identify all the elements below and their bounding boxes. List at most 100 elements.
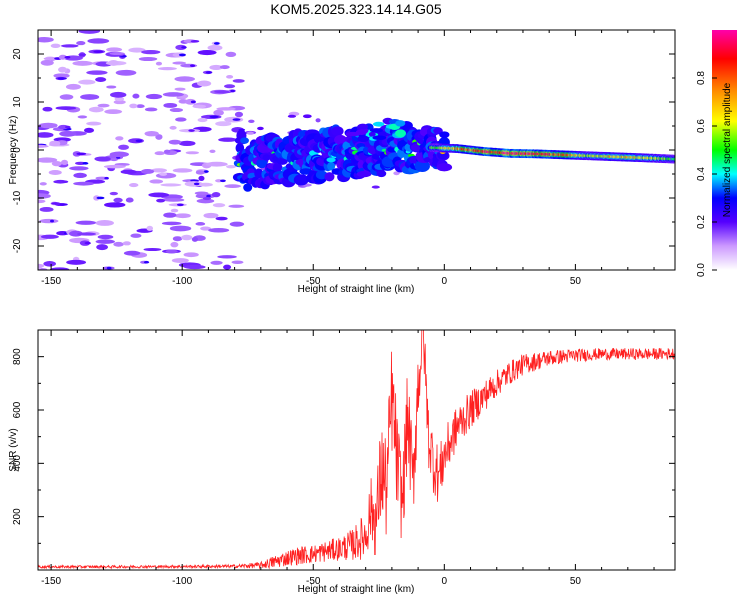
- spectrogram-cell: [192, 104, 207, 109]
- spectrogram-cell: [123, 250, 141, 256]
- spectrogram-cell: [141, 50, 161, 55]
- spectrogram-cell: [254, 168, 264, 179]
- spectrogram-cell: [368, 131, 376, 137]
- spectrogram-cell: [143, 260, 150, 264]
- spectrogram-cell: [185, 98, 196, 105]
- spectrogram-cell: [66, 259, 87, 265]
- spectrogram-cell: [39, 182, 47, 186]
- spectrogram-cell: [262, 154, 271, 161]
- spectrogram-cell: [324, 172, 335, 182]
- spectrogram-cell: [220, 179, 226, 183]
- spectrogram-cell: [57, 77, 67, 80]
- spectrogram-cell: [205, 161, 228, 167]
- spectrogram-cell: [69, 230, 83, 237]
- spectrogram-cell: [109, 191, 118, 196]
- spectrogram-cell: [165, 249, 178, 254]
- spectrogram-cell: [96, 244, 108, 251]
- spectrogram-cell: [326, 157, 336, 163]
- spectrogram-cell: [232, 118, 241, 121]
- spectrogram-cell: [209, 149, 216, 153]
- spectrogram-cell: [38, 144, 49, 148]
- figure-title: KOM5.2025.323.14.14.G05: [270, 1, 441, 17]
- spectrogram-cell: [215, 216, 228, 221]
- spectrogram-cell: [118, 144, 129, 150]
- spectrogram-cell: [104, 176, 109, 180]
- spectrogram-cell: [223, 84, 236, 89]
- spectrogram-cell: [215, 179, 223, 183]
- spectrogram-cell: [302, 114, 312, 119]
- spectrogram-cell: [39, 207, 54, 212]
- spectrogram-cell: [38, 36, 54, 43]
- spectrogram-cell: [210, 260, 223, 265]
- spectrogram-x-label: Height of straight line (km): [298, 284, 415, 295]
- spectrogram-cell: [197, 50, 217, 56]
- snr-frame: [37, 329, 676, 571]
- spectrogram-x-tick-label: 0: [442, 276, 448, 287]
- colorbar-tick-label: 0.0: [696, 263, 707, 277]
- spectrogram-cell: [207, 44, 223, 51]
- spectrogram-cell: [198, 175, 205, 181]
- spectrogram-cell: [174, 87, 186, 91]
- spectrogram-cell: [58, 54, 67, 60]
- spectrogram-cell: [128, 47, 146, 53]
- spectrogram-cell: [113, 197, 123, 203]
- spectrogram-cell: [39, 218, 59, 224]
- spectrogram-cell: [174, 76, 196, 82]
- spectrogram-x-tick-label: -150: [41, 276, 61, 287]
- spectrogram-y-tick-label: 0: [12, 147, 23, 153]
- spectrogram-cell: [193, 182, 200, 186]
- spectrogram-cell: [256, 158, 268, 169]
- spectrogram-cell: [372, 121, 385, 127]
- spectrogram-cell: [175, 44, 187, 50]
- colorbar-tick-label: 0.4: [696, 167, 707, 181]
- spectrogram-cell: [200, 226, 212, 231]
- spectrogram-cell: [58, 124, 69, 130]
- spectrogram-y-tick-label: -10: [12, 190, 23, 205]
- spectrogram-cell: [161, 221, 182, 226]
- spectrogram-cell: [257, 126, 264, 131]
- spectrogram-cell: [163, 212, 177, 218]
- spectrogram-cell: [104, 202, 126, 208]
- spectrogram-cell: [188, 129, 195, 132]
- spectrogram-cell: [78, 79, 96, 85]
- spectrogram-cell: [154, 151, 165, 156]
- spectrogram-cell: [334, 134, 347, 145]
- spectrogram-cell: [224, 184, 241, 188]
- spectrogram-cell: [197, 117, 208, 123]
- spectrogram-cell: [172, 61, 187, 65]
- spectrogram-cell: [190, 100, 196, 104]
- spectrogram-cell: [272, 162, 283, 173]
- spectrogram-cell: [196, 198, 215, 204]
- snr-x-tick-label: 50: [570, 576, 582, 587]
- spectrogram-cell: [376, 170, 387, 178]
- spectrogram-cell: [110, 158, 118, 162]
- spectrogram-cell: [109, 52, 125, 56]
- spectrogram-cell: [209, 64, 223, 71]
- colorbar-label: Normalized spectral amplitude: [722, 82, 733, 217]
- spectrogram-cell: [226, 164, 237, 169]
- spectrogram-cell: [114, 96, 125, 102]
- spectrogram-cell: [135, 139, 143, 143]
- spectrogram-cell: [108, 60, 119, 66]
- spectrogram-cell: [202, 196, 212, 201]
- spectrogram-cell: [217, 255, 237, 259]
- spectrogram-cell: [78, 30, 101, 34]
- spectrogram-cell: [213, 109, 224, 116]
- spectrogram-cell: [65, 125, 71, 129]
- spectrogram-cell: [48, 170, 62, 175]
- spectrogram-cell: [439, 131, 450, 139]
- spectrogram-cell: [76, 41, 86, 46]
- spectrogram-cell: [148, 192, 170, 198]
- snr-panel: -150 -100 -50 0 50 200 400 600 800 Height of st…: [8, 329, 676, 595]
- snr-y-tick-label: 400: [12, 455, 23, 472]
- spectrogram-cell: [169, 108, 184, 113]
- spectrogram-cell: [183, 252, 199, 258]
- spectrogram-cell: [215, 121, 232, 127]
- spectrogram-cell: [170, 241, 179, 248]
- spectrogram-cell: [76, 152, 87, 156]
- spectrogram-cell: [169, 225, 192, 232]
- spectrogram-x-tick-label: -50: [306, 276, 321, 287]
- spectrogram-cell: [180, 234, 193, 241]
- spectrogram-cell: [203, 170, 209, 173]
- spectrogram-cell: [93, 50, 104, 53]
